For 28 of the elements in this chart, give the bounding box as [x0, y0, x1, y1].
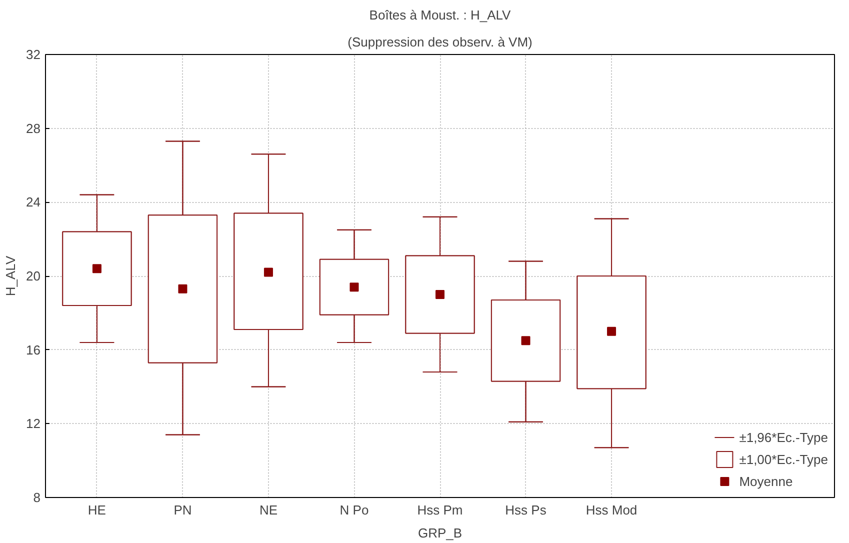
y-tick-label: 20 [26, 268, 41, 284]
point [92, 264, 102, 274]
x-tick-label: Hss Ps [505, 502, 547, 518]
point [264, 268, 273, 277]
point [521, 336, 530, 346]
x-axis-title: GRP_B [418, 526, 462, 540]
chart-title: Boîtes à Moust. : H_ALV [369, 8, 512, 22]
y-tick-label: 32 [26, 47, 41, 62]
point [350, 282, 359, 292]
y-tick-label: 8 [33, 490, 41, 505]
x-tick-label: NE [259, 502, 278, 518]
y-axis-title: H_ALV [3, 256, 18, 296]
x-tick-label: HE [88, 502, 106, 518]
legend-label: ±1,00*Ec.-Type [739, 452, 828, 466]
y-tick-label: 16 [26, 342, 41, 358]
legend-label: ±1,96*Ec.-Type [739, 430, 828, 444]
legend-label: Moyenne [739, 474, 793, 488]
x-tick-label: PN [174, 502, 192, 518]
x-tick-label: N Po [340, 502, 369, 518]
y-tick-label: 28 [26, 120, 41, 136]
chart-subtitle: (Suppression des observ. à VM) [348, 34, 532, 50]
x-tick-label: Hss Pm [417, 502, 463, 518]
point [436, 290, 444, 299]
point [607, 326, 616, 336]
y-tick-label: 24 [26, 194, 41, 210]
y-tick-label: 12 [26, 416, 41, 432]
x-tick-label: Hss Mod [586, 502, 638, 518]
point [178, 284, 188, 294]
